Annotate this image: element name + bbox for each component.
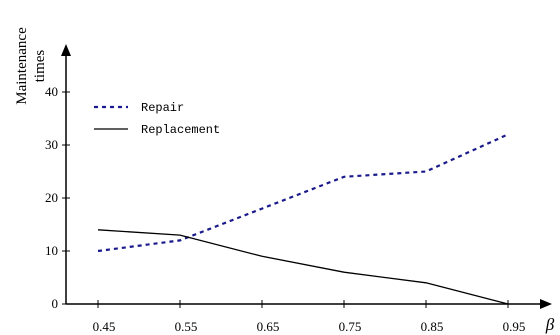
x-axis-title: β [545,315,555,334]
repair-legend-label: Repair [141,101,184,115]
y-tick-label: 0 [52,296,59,311]
x-tick-label: 0.45 [93,319,116,334]
repair-series-line [97,133,509,253]
chart-axes [61,44,552,309]
y-axis-title: Maintenance times [14,27,48,105]
y-tick-label: 30 [45,137,58,152]
x-tick-label: 0.75 [339,319,362,334]
chart-ticks: 0 10 20 30 40 0.45 0.55 0.65 0.75 0.85 0.95 [45,84,525,334]
y-axis-title-line: Maintenance [14,27,30,105]
chart-axis-titles: Maintenance times β [14,27,555,334]
x-tick-label: 0.65 [257,319,280,334]
x-tick-label: 0.85 [421,319,444,334]
y-tick-label: 10 [45,243,58,258]
replacement-legend-label: Replacement [141,123,220,137]
y-axis-arrow [61,44,71,56]
y-tick-label: 40 [45,84,58,99]
x-tick-label: 0.95 [503,319,526,334]
chart-legend: Repair Replacement [94,101,220,137]
chart-series [97,133,509,305]
y-tick-label: 20 [45,190,58,205]
x-axis-arrow [540,299,552,309]
x-tick-label: 0.55 [175,319,198,334]
replacement-series-line [97,229,509,305]
y-axis-title-line: times [32,50,48,83]
